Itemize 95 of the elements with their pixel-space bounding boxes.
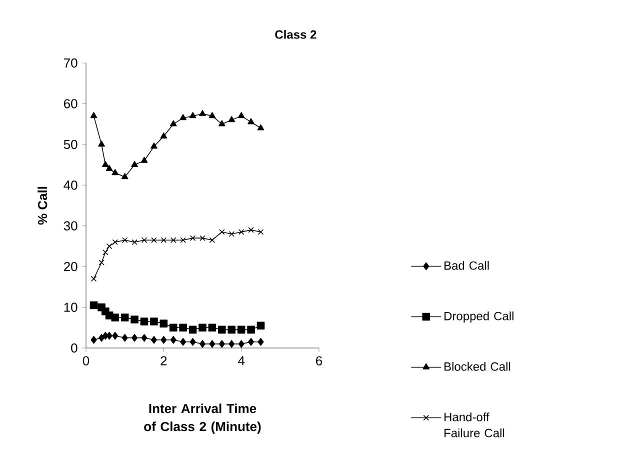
- point: [112, 169, 119, 176]
- point: [228, 116, 236, 122]
- point: [141, 334, 148, 342]
- point: [160, 336, 167, 344]
- point: [256, 322, 265, 330]
- point: [209, 340, 216, 348]
- point: [237, 326, 246, 334]
- point: [106, 164, 113, 172]
- point: [112, 332, 118, 340]
- point: [238, 112, 245, 118]
- point: [150, 336, 157, 344]
- point: [218, 340, 225, 348]
- y-tick-label: 20: [64, 262, 78, 272]
- point: [90, 336, 97, 344]
- point: [180, 237, 186, 243]
- point: [120, 314, 129, 322]
- point: [200, 235, 206, 241]
- point: [218, 120, 226, 126]
- point: [228, 231, 234, 237]
- point: [219, 229, 225, 235]
- point: [188, 326, 197, 334]
- point: [140, 318, 148, 326]
- y-tick-label: 50: [64, 140, 78, 150]
- point: [208, 324, 216, 332]
- point: [218, 326, 226, 334]
- legend-label: Dropped Call: [444, 312, 514, 323]
- x-tick-label: 2: [160, 356, 167, 366]
- point: [190, 338, 196, 346]
- point: [169, 324, 178, 332]
- point: [150, 318, 158, 326]
- point: [102, 249, 108, 256]
- point: [141, 237, 148, 243]
- point: [130, 316, 138, 324]
- point: [238, 340, 244, 348]
- point: [132, 239, 138, 246]
- point: [98, 260, 104, 266]
- point: [189, 112, 196, 118]
- point: [112, 239, 118, 246]
- point: [140, 156, 148, 163]
- point: [150, 142, 158, 149]
- point: [151, 237, 157, 243]
- point: [170, 237, 176, 243]
- point: [170, 120, 177, 126]
- point: [209, 237, 216, 243]
- point: [160, 132, 168, 138]
- y-axis-title: % Call: [38, 186, 48, 225]
- point: [121, 173, 128, 180]
- point: [122, 237, 128, 243]
- point: [90, 276, 97, 282]
- point: [98, 334, 105, 342]
- point: [180, 114, 187, 120]
- point: [170, 336, 176, 344]
- point: [102, 160, 109, 167]
- point: [258, 338, 264, 346]
- chart-title: Class 2: [275, 30, 316, 39]
- point: [198, 324, 206, 332]
- x-axis-title: Inter Arrival Time of Class 2 (Minute): [144, 404, 261, 434]
- point: [228, 326, 236, 334]
- point: [199, 340, 206, 348]
- point: [257, 124, 264, 130]
- point: [238, 229, 244, 235]
- point: [248, 118, 254, 124]
- point: [258, 229, 264, 235]
- point: [248, 338, 254, 346]
- x-tick-label: 6: [316, 356, 322, 366]
- point: [98, 140, 105, 147]
- x-tick-label: 0: [82, 356, 90, 366]
- legend-label: Bad Call: [444, 261, 489, 270]
- point: [106, 332, 112, 340]
- point: [247, 326, 255, 334]
- y-tick-label: 40: [64, 180, 78, 190]
- x-tick-label: 4: [238, 356, 245, 366]
- point: [248, 227, 254, 233]
- point: [106, 243, 112, 250]
- legend-label: Blocked Call: [444, 362, 510, 371]
- y-tick-label: 30: [64, 221, 78, 230]
- point: [180, 338, 186, 346]
- point: [160, 237, 167, 243]
- point: [179, 324, 187, 332]
- y-tick-label: 60: [64, 99, 78, 108]
- point: [199, 110, 206, 116]
- point: [190, 235, 196, 241]
- y-tick-label: 0: [71, 343, 78, 353]
- point: [160, 320, 168, 328]
- point: [111, 314, 120, 322]
- point: [90, 112, 98, 118]
- legend-label: Hand-off Failure Call: [444, 412, 504, 438]
- y-tick-label: 10: [64, 302, 78, 312]
- point: [208, 112, 216, 118]
- y-tick-label: 70: [64, 58, 78, 68]
- point: [122, 334, 128, 342]
- point: [131, 160, 138, 167]
- point: [132, 334, 138, 342]
- point: [228, 340, 235, 348]
- point: [90, 301, 98, 310]
